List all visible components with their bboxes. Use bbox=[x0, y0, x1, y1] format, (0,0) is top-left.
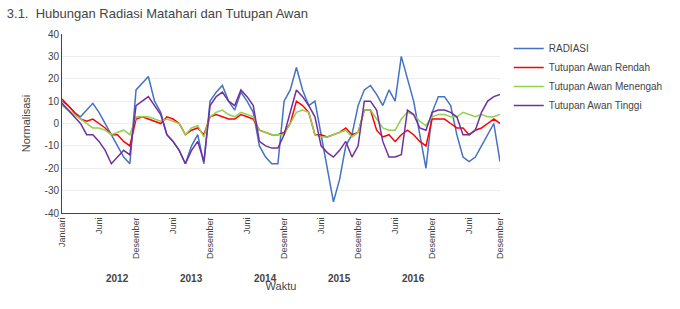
svg-text:Januari: Januari bbox=[57, 218, 67, 248]
svg-text:-40: -40 bbox=[45, 208, 60, 219]
svg-text:Tutupan Awan Menengah: Tutupan Awan Menengah bbox=[549, 81, 662, 92]
svg-text:40: 40 bbox=[48, 29, 60, 40]
svg-text:Juni: Juni bbox=[94, 218, 104, 235]
svg-text:Desember: Desember bbox=[205, 218, 215, 260]
svg-text:Desember: Desember bbox=[279, 218, 289, 260]
svg-text:2016: 2016 bbox=[402, 273, 425, 284]
svg-text:2015: 2015 bbox=[328, 273, 351, 284]
svg-text:30: 30 bbox=[48, 51, 60, 62]
svg-text:2014: 2014 bbox=[254, 273, 277, 284]
svg-text:Desember: Desember bbox=[427, 218, 437, 260]
svg-text:-20: -20 bbox=[45, 163, 60, 174]
svg-text:Desember: Desember bbox=[495, 218, 505, 260]
svg-text:2013: 2013 bbox=[180, 273, 203, 284]
svg-text:Waktu: Waktu bbox=[266, 280, 297, 292]
svg-text:0: 0 bbox=[53, 118, 59, 129]
svg-text:Juni: Juni bbox=[316, 218, 326, 235]
svg-text:-10: -10 bbox=[45, 140, 60, 151]
svg-text:10: 10 bbox=[48, 96, 60, 107]
svg-text:Desember: Desember bbox=[353, 218, 363, 260]
svg-text:Desember: Desember bbox=[131, 218, 141, 260]
svg-text:2012: 2012 bbox=[106, 273, 129, 284]
svg-text:Juni: Juni bbox=[464, 218, 474, 235]
svg-text:20: 20 bbox=[48, 73, 60, 84]
svg-text:Juni: Juni bbox=[242, 218, 252, 235]
svg-text:3.1. Hubungan Radiasi Matahar: 3.1. Hubungan Radiasi Matahari dan Tutup… bbox=[7, 6, 308, 21]
svg-text:Tutupan Awan Tinggi: Tutupan Awan Tinggi bbox=[549, 100, 642, 111]
svg-text:Normalisasi: Normalisasi bbox=[20, 95, 32, 152]
svg-text:Juni: Juni bbox=[168, 218, 178, 235]
svg-text:RADIASI: RADIASI bbox=[549, 43, 589, 54]
svg-text:Tutupan Awan Rendah: Tutupan Awan Rendah bbox=[549, 62, 650, 73]
svg-text:-30: -30 bbox=[45, 185, 60, 196]
svg-text:Juni: Juni bbox=[390, 218, 400, 235]
